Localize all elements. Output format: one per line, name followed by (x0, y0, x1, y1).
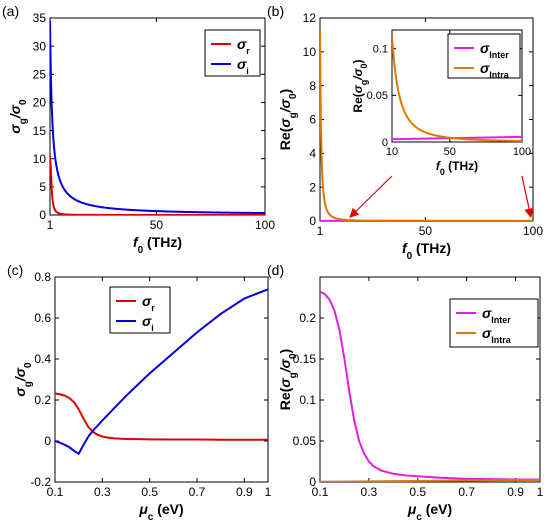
x-axis-label: μc (eV) (138, 501, 183, 523)
x-axis-label: f0 (THz) (402, 240, 451, 262)
y-tick-label: 0.6 (34, 311, 51, 325)
x-tick-label: 0.9 (507, 485, 524, 499)
y-tick-label: 0.8 (34, 270, 51, 284)
legend-entry: σi (142, 313, 154, 333)
x-tick-label: 0.1 (47, 485, 64, 499)
inset-x-axis-label: f0 (THz) (436, 159, 478, 177)
y-tick-label: 2 (309, 180, 316, 194)
x-axis-label: μc (eV) (407, 501, 452, 523)
y-tick-label: 0 (39, 208, 46, 222)
x-tick-label: 1 (537, 485, 544, 499)
y-tick-label: 10 (33, 152, 47, 166)
annotation-arrow-left (349, 175, 393, 218)
y-tick-label: 15 (33, 124, 47, 138)
y-axis-label: Re(σg/σ0) (277, 349, 299, 410)
x-tick-label: 0.5 (141, 485, 158, 499)
series-line-intra (320, 29, 533, 221)
inset-y-axis-label: Re(σg/σ0) (351, 59, 369, 112)
x-tick-label: 0.7 (189, 485, 206, 499)
x-tick-label: 1 (265, 485, 272, 499)
x-tick-label: 0.5 (409, 485, 426, 499)
x-tick-label: 0.7 (458, 485, 475, 499)
y-tick-label: 4 (309, 147, 316, 161)
y-axis-label: Re(σg/σ0) (277, 89, 299, 150)
panel-d: 0.1 0.3 0.5 0.7 0.9 1 0 0.05 0.1 0.15 0.2 (d) μc (eV… (267, 262, 544, 523)
panel-c: 0.1 0.3 0.5 0.7 0.9 1 -0.2 0 0.2 0.4 0.6 0.8 (c) μc (… (7, 262, 272, 523)
y-axis-label: σg/σ0 (7, 99, 29, 134)
x-axis-label: f0 (THz) (133, 234, 182, 256)
y-tick-label: 35 (33, 11, 47, 25)
y-tick-label: 0 (44, 434, 51, 448)
x-tick-label: 100 (255, 218, 275, 232)
legend-box (449, 298, 539, 348)
x-tick-label: 0.9 (236, 485, 253, 499)
y-tick-label: 12 (303, 11, 317, 25)
y-tick-label: -0.2 (30, 475, 51, 489)
series-line-intra (320, 478, 540, 482)
legend-entry: σInter (480, 40, 509, 60)
series-line-i (55, 288, 268, 456)
x-tick-label: 10 (386, 146, 398, 158)
series-line-intra (392, 36, 522, 142)
y-tick-label: 0.05 (293, 434, 317, 448)
legend-box (447, 33, 521, 79)
legend-entry: σInter (482, 305, 511, 325)
series-line-i (50, 20, 265, 215)
x-tick-label: 100 (523, 224, 543, 238)
legend-box (204, 29, 261, 77)
series-line-inter (320, 290, 540, 481)
panel-label: (c) (7, 262, 23, 278)
x-tick-label: 0.3 (94, 485, 111, 499)
y-tick-label: 0 (309, 475, 316, 489)
series-line-r (55, 392, 268, 441)
y-tick-label: 0.2 (34, 393, 51, 407)
y-tick-label: 0.1 (373, 44, 388, 56)
panel-label: (b) (267, 3, 284, 19)
legend-entry: σr (237, 36, 250, 56)
inset-plot: 10 50 100 0 0.05 0.1 f0 (THz) Re(σg/σ0) σInterσI… (351, 29, 531, 177)
y-tick-label: 0 (309, 214, 316, 228)
annotation-arrow-right (521, 175, 534, 219)
y-axis-label: σg/σ0 (12, 362, 34, 397)
y-tick-label: 0.05 (367, 90, 388, 102)
y-tick-label: 0.2 (299, 311, 316, 325)
legend-entry: σIntra (480, 60, 510, 80)
x-tick-label: 0.3 (361, 485, 378, 499)
x-tick-label: 50 (419, 224, 433, 238)
y-tick-label: 5 (39, 180, 46, 194)
y-tick-label: 8 (309, 79, 316, 93)
x-tick-label: 50 (150, 218, 164, 232)
legend-entry: σi (237, 56, 249, 76)
y-tick-label: 30 (33, 39, 47, 53)
x-tick-label: 0.1 (312, 485, 329, 499)
series-line-r (50, 155, 265, 215)
y-tick-label: 0.15 (293, 352, 317, 366)
panel-label: (d) (267, 262, 284, 278)
legend-entry: σIntra (482, 325, 512, 345)
y-tick-label: 0 (382, 137, 388, 149)
legend-box (109, 286, 171, 334)
y-tick-label: 0.4 (34, 352, 51, 366)
y-tick-label: 10 (303, 45, 317, 59)
x-tick-label: 100 (513, 146, 531, 158)
x-tick-label: 1 (47, 218, 54, 232)
x-tick-label: 50 (444, 146, 456, 158)
x-tick-label: 1 (317, 224, 324, 238)
panel-label: (a) (2, 3, 19, 19)
y-tick-label: 0.1 (299, 393, 316, 407)
y-tick-label: 6 (309, 113, 316, 127)
y-tick-label: 25 (33, 67, 47, 81)
legend-entry: σr (142, 293, 155, 313)
y-tick-label: 20 (33, 96, 47, 110)
